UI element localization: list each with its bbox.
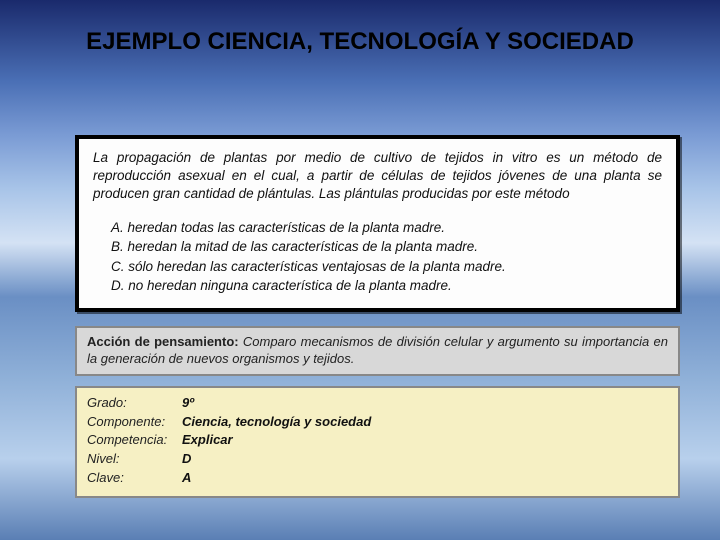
option-text: heredan todas las características de la … — [128, 220, 445, 235]
option-c: C. sólo heredan las características vent… — [111, 257, 662, 277]
meta-row-grado: Grado: 9º — [87, 394, 668, 413]
option-d: D. no heredan ninguna característica de … — [111, 276, 662, 296]
meta-label: Clave: — [87, 469, 182, 488]
meta-box: Grado: 9º Componente: Ciencia, tecnologí… — [75, 386, 680, 498]
question-box: La propagación de plantas por medio de c… — [75, 135, 680, 312]
option-b: B. heredan la mitad de las característic… — [111, 237, 662, 257]
option-label: C. — [111, 259, 125, 274]
option-label: D. — [111, 278, 125, 293]
accion-box: Acción de pensamiento: Comparo mecanismo… — [75, 326, 680, 376]
content-area: La propagación de plantas por medio de c… — [75, 135, 680, 498]
meta-label: Nivel: — [87, 450, 182, 469]
meta-label: Componente: — [87, 413, 182, 432]
option-text: no heredan ninguna característica de la … — [128, 278, 451, 293]
option-text: sólo heredan las características ventajo… — [128, 259, 505, 274]
meta-row-clave: Clave: A — [87, 469, 668, 488]
meta-row-competencia: Competencia: Explicar — [87, 431, 668, 450]
accion-label: Acción de pensamiento: — [87, 334, 239, 349]
meta-label: Competencia: — [87, 431, 182, 450]
option-label: A. — [111, 220, 124, 235]
option-a: A. heredan todas las características de … — [111, 218, 662, 238]
meta-value: Ciencia, tecnología y sociedad — [182, 413, 371, 432]
meta-value: Explicar — [182, 431, 233, 450]
option-text: heredan la mitad de las características … — [128, 239, 478, 254]
meta-value: A — [182, 469, 191, 488]
options-list: A. heredan todas las características de … — [93, 218, 662, 296]
question-stem: La propagación de plantas por medio de c… — [93, 149, 662, 204]
meta-label: Grado: — [87, 394, 182, 413]
meta-value: 9º — [182, 394, 194, 413]
meta-row-nivel: Nivel: D — [87, 450, 668, 469]
meta-row-componente: Componente: Ciencia, tecnología y socied… — [87, 413, 668, 432]
option-label: B. — [111, 239, 124, 254]
slide-title: EJEMPLO CIENCIA, TECNOLOGÍA Y SOCIEDAD — [0, 0, 720, 57]
meta-value: D — [182, 450, 191, 469]
